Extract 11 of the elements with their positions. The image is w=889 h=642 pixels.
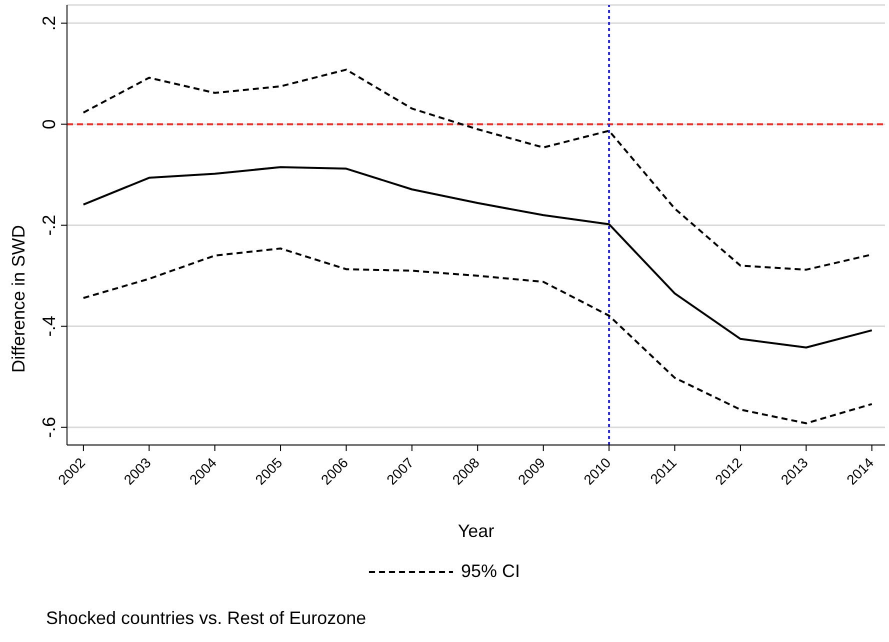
y-tick-label: -.6 [39, 416, 59, 438]
y-tick-label: -.4 [39, 316, 59, 337]
y-tick-label: -.2 [39, 214, 59, 236]
line-series [82, 247, 873, 424]
text: Shocked countries vs. Rest of Eurozone [46, 608, 368, 629]
x-axis-title: Year [458, 521, 494, 541]
y-axis-title: Difference in SWD [8, 225, 28, 373]
legend-label: 95% CI [460, 561, 520, 582]
y-tick-label: .2 [39, 16, 59, 31]
line-series [82, 166, 873, 349]
y-tick-label: 0 [39, 119, 59, 130]
